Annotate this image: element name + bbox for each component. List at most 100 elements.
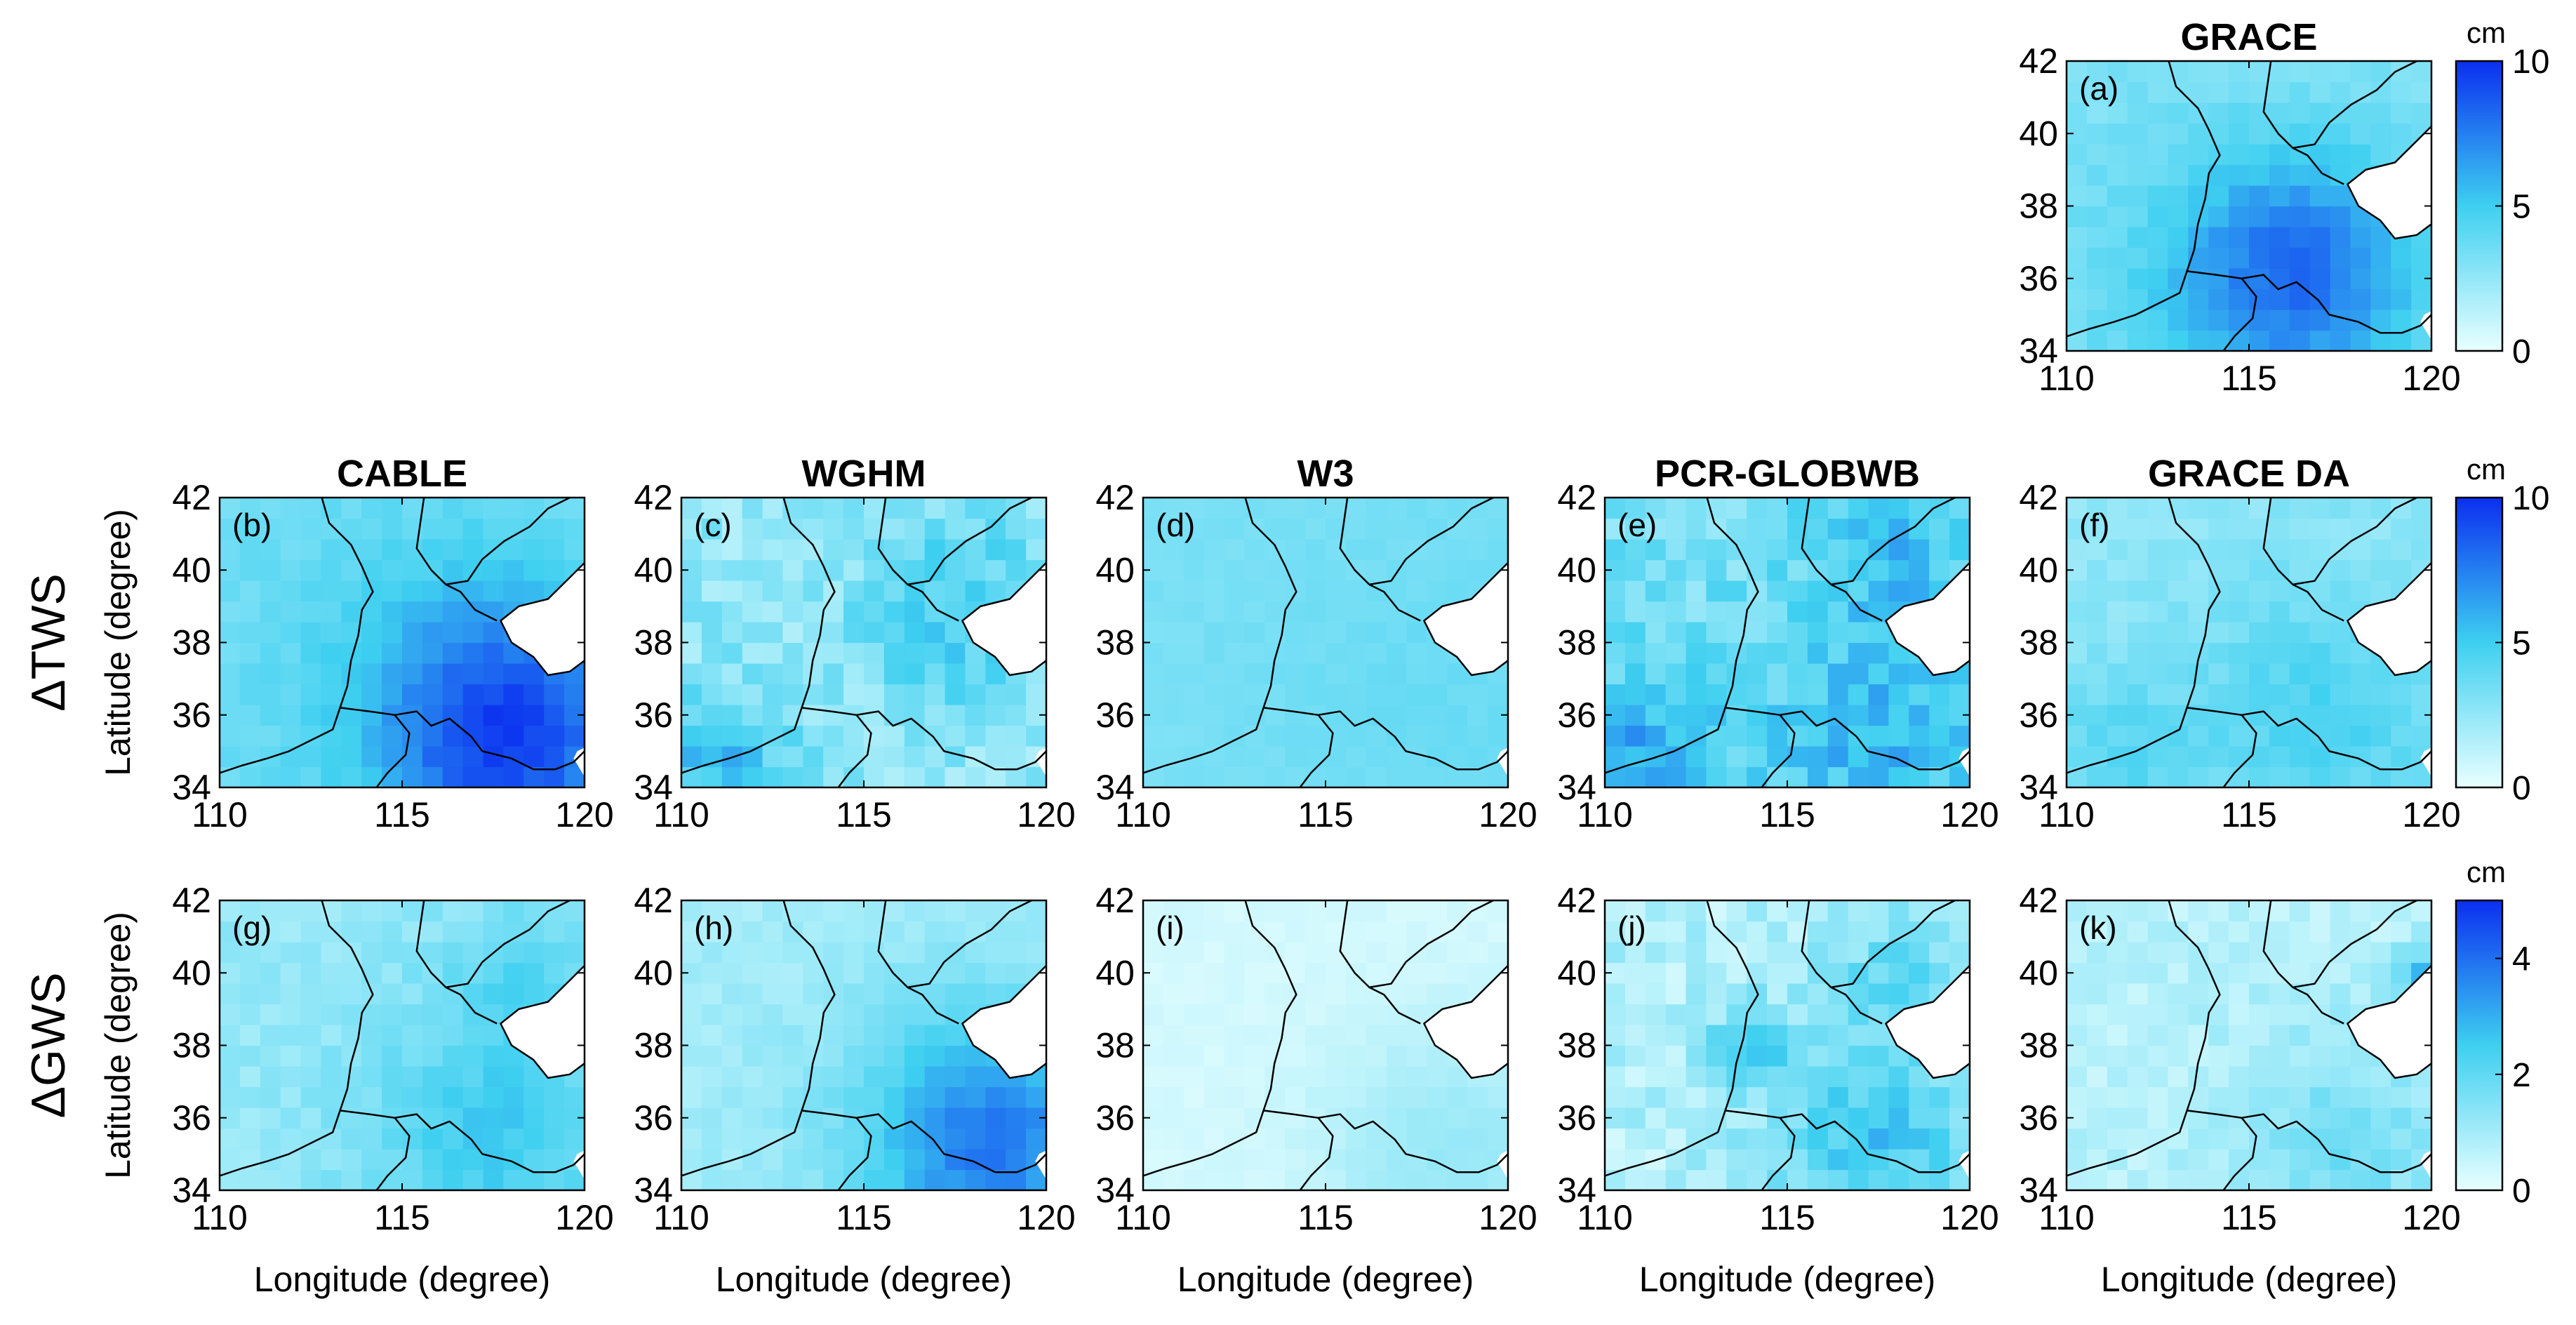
- heatmap-cell: [1747, 725, 1768, 747]
- heatmap-cell: [2249, 962, 2270, 984]
- heatmap-cell: [2350, 766, 2371, 788]
- heatmap-cell: [1467, 1128, 1488, 1150]
- heatmap-cell: [1686, 766, 1707, 788]
- heatmap-cell: [1807, 746, 1829, 768]
- heatmap-cell: [2350, 61, 2371, 83]
- heatmap-cell: [544, 921, 565, 943]
- heatmap-cell: [1605, 900, 1626, 922]
- heatmap-cell: [1909, 705, 1930, 726]
- heatmap-cell: [883, 684, 905, 705]
- heatmap-cell: [1686, 1149, 1707, 1171]
- heatmap-cell: [1747, 1128, 1768, 1150]
- heatmap-cell: [701, 766, 723, 788]
- heatmap-cell: [1909, 1169, 1930, 1191]
- heatmap-cell: [341, 746, 362, 768]
- heatmap-cell: [1203, 1045, 1225, 1067]
- heatmap-cell: [442, 663, 464, 685]
- heatmap-cell: [422, 1149, 443, 1171]
- heatmap-cell: [1827, 962, 1849, 984]
- heatmap-cell: [260, 900, 281, 922]
- heatmap-cell: [2067, 185, 2088, 207]
- heatmap-cell: [2107, 123, 2128, 145]
- bohai-sea: [1886, 965, 1970, 1078]
- heatmap-cell: [681, 580, 702, 602]
- heatmap-cell: [2067, 684, 2088, 705]
- heatmap-cell: [2067, 983, 2088, 1005]
- heatmap-cell: [1949, 539, 1970, 561]
- heatmap-cell: [1909, 559, 1930, 581]
- heatmap-cell: [2370, 309, 2391, 331]
- heatmap-cell: [1345, 1149, 1367, 1171]
- heatmap-cell: [442, 1045, 464, 1067]
- heatmap-cell: [442, 559, 464, 581]
- heatmap-cell: [1605, 539, 1626, 561]
- heatmap-cell: [1848, 1045, 1869, 1067]
- heatmap-cell: [1244, 539, 1265, 561]
- heatmap-cell: [803, 1169, 824, 1191]
- heatmap-cell: [1203, 1025, 1225, 1046]
- heatmap-cell: [1345, 663, 1367, 685]
- heatmap-cell: [422, 766, 443, 788]
- x-axis-label: Longitude (degree): [254, 1260, 551, 1299]
- heatmap-cell: [2330, 227, 2351, 248]
- heatmap-cell: [1386, 663, 1408, 685]
- province-border: [2262, 60, 2417, 149]
- heatmap-cell: [742, 663, 763, 685]
- heatmap-cell: [2188, 1149, 2209, 1171]
- heatmap-cell: [1488, 900, 1509, 922]
- heatmap-cell: [2309, 1025, 2331, 1046]
- heatmap-cell: [2309, 330, 2331, 352]
- heatmap-cell: [803, 601, 824, 622]
- heatmap-cell: [1848, 1066, 1869, 1088]
- heatmap-cell: [681, 746, 702, 768]
- heatmap-cell: [1026, 1086, 1047, 1108]
- heatmap-cell: [2188, 601, 2209, 622]
- heatmap-cell: [220, 1025, 241, 1046]
- heatmap-cell: [924, 1066, 946, 1088]
- heatmap-cell: [1645, 622, 1667, 644]
- heatmap-cell: [1427, 1128, 1448, 1150]
- heatmap-cell: [1244, 559, 1265, 581]
- heatmap-cell: [2086, 498, 2108, 519]
- heatmap-cell: [721, 601, 743, 622]
- heatmap-cell: [2168, 1004, 2189, 1025]
- heatmap-cell: [2229, 288, 2250, 310]
- heatmap-cell: [1366, 642, 1387, 664]
- heatmap-cell: [2309, 185, 2331, 207]
- heatmap-cell: [300, 622, 322, 644]
- heatmap-cell: [1447, 1169, 1468, 1191]
- heatmap-cell: [260, 962, 281, 984]
- heatmap-cell: [864, 580, 885, 602]
- heatmap-cell: [382, 983, 403, 1005]
- y-tick-label: 36: [634, 695, 673, 735]
- y-tick-label: 40: [2019, 114, 2058, 153]
- heatmap-cell: [1345, 942, 1367, 964]
- heatmap-cell: [2127, 1086, 2149, 1108]
- heatmap-cell: [2107, 921, 2128, 943]
- heatmap-cell: [462, 518, 484, 540]
- heatmap-cell: [382, 1025, 403, 1046]
- heatmap-cell: [402, 642, 423, 664]
- heatmap-cell: [945, 921, 966, 943]
- heatmap-cell: [1427, 1169, 1448, 1191]
- heatmap-cell: [924, 766, 946, 788]
- heatmap-cell: [2330, 725, 2351, 747]
- heatmap-cell: [1345, 622, 1367, 644]
- heatmap-cell: [2147, 921, 2169, 943]
- heatmap-cell: [1366, 539, 1387, 561]
- heatmap-cell: [1467, 1149, 1488, 1171]
- heatmap-cell: [1406, 766, 1428, 788]
- heatmap-cell: [523, 1149, 545, 1171]
- heatmap-cell: [1183, 1066, 1205, 1088]
- heatmap-cell: [2168, 268, 2189, 290]
- heatmap-cell: [1244, 601, 1265, 622]
- heatmap-cell: [2086, 102, 2108, 124]
- heatmap-cell: [742, 498, 763, 519]
- heatmap-cell: [2309, 622, 2331, 644]
- heatmap-cell: [2269, 1149, 2290, 1171]
- heatmap-cell: [1767, 622, 1788, 644]
- x-axis-label: Longitude (degree): [2101, 1260, 2398, 1299]
- heatmap-cell: [2147, 518, 2169, 540]
- heatmap-cell: [945, 642, 966, 664]
- heatmap-cell: [1427, 684, 1448, 705]
